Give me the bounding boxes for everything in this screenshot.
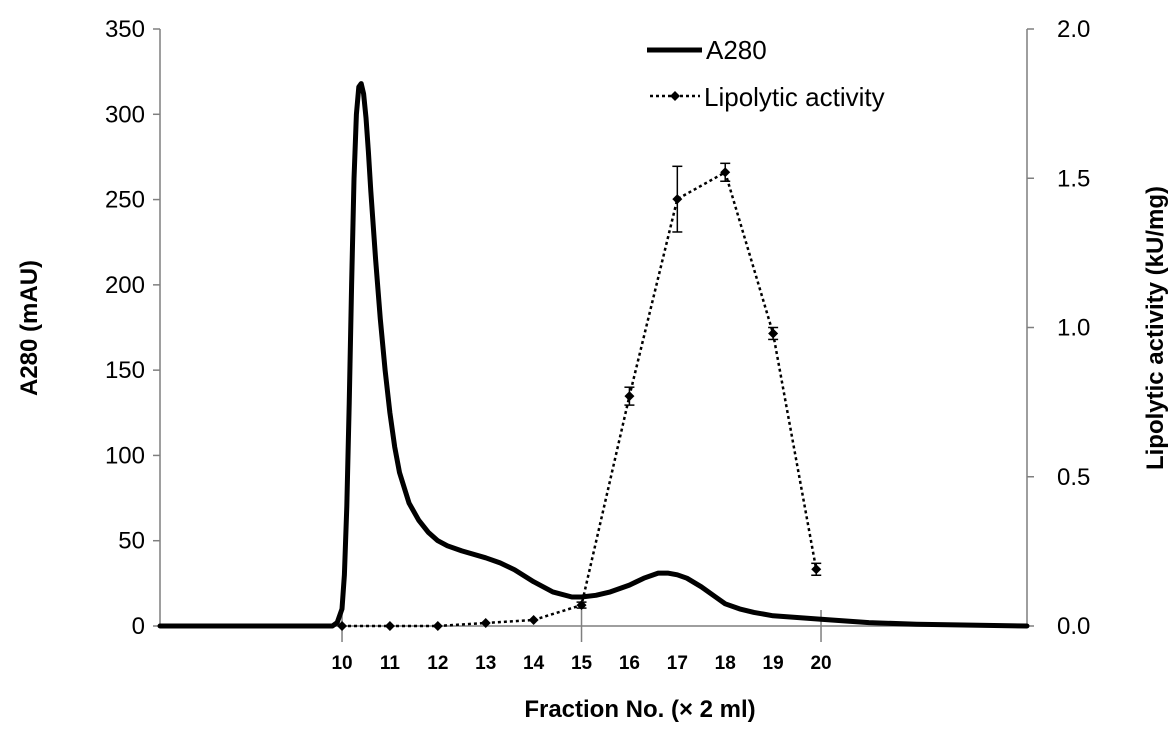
lipolytic-point [768,328,779,339]
y-right-axis-title: Lipolytic activity (kU/mg) [1142,186,1169,470]
lipolytic-point [337,621,348,631]
x-axis-title: Fraction No. (× 2 ml) [524,696,755,723]
y-left-tick-label: 150 [105,357,145,384]
axes [159,29,1028,627]
x-tick-label: 18 [715,653,736,674]
y-right-tick-label: 1.0 [1057,315,1090,342]
lipolytic-point [672,194,683,205]
y-left-tick-label: 300 [105,101,145,128]
lipolytic-point [528,615,539,626]
lipolytic-line [342,170,818,628]
legend-a280-label: A280 [706,35,767,65]
x-tick-label: 17 [667,653,688,674]
a280-line [157,81,1030,629]
y-right-tick-label: 1.5 [1057,165,1090,192]
series-a280 [157,81,1030,629]
y-left-axis-title: A280 (mAU) [16,260,43,396]
lipolytic-point [624,391,635,402]
y-left-tick-label: 100 [105,442,145,469]
y-left-tick-label: 250 [105,187,145,214]
x-tick-label: 14 [523,653,545,674]
x-tick-label: 15 [571,653,593,674]
y-left-tick-label: 200 [105,272,145,299]
x-tick-label: 13 [475,653,496,674]
x-ticks: 10 11 12 13 14 15 16 17 18 19 20 [331,610,832,674]
x-tick-label: 16 [619,653,640,674]
lipolytic-point [720,167,731,178]
y-left-tick-label: 50 [118,528,145,555]
y-left-ticks: 0 50 100 150 200 250 300 350 [105,16,160,640]
lipolytic-point [384,621,395,631]
x-tick-label: 20 [810,653,831,674]
y-left-tick-label: 0 [132,613,145,640]
series-lipolytic [337,162,822,631]
legend-lipolytic-marker [670,91,680,101]
legend-lipolytic-label: Lipolytic activity [704,82,885,112]
x-tick-label: 10 [331,653,352,674]
lipolytic-point [576,600,587,611]
y-right-tick-label: 2.0 [1057,16,1090,43]
legend: A280 Lipolytic activity [647,35,885,112]
lipolytic-point [480,618,491,629]
x-tick-label: 11 [380,653,401,674]
x-tick-label: 19 [763,653,784,674]
y-left-tick-label: 350 [105,16,145,43]
x-tick-label: 12 [427,653,448,674]
lipolytic-point [811,564,822,575]
y-right-tick-label: 0.5 [1057,464,1090,491]
lipolytic-point [432,621,443,631]
y-right-tick-label: 0.0 [1057,613,1090,640]
y-right-ticks: 0.0 0.5 1.0 1.5 2.0 [1027,16,1090,640]
